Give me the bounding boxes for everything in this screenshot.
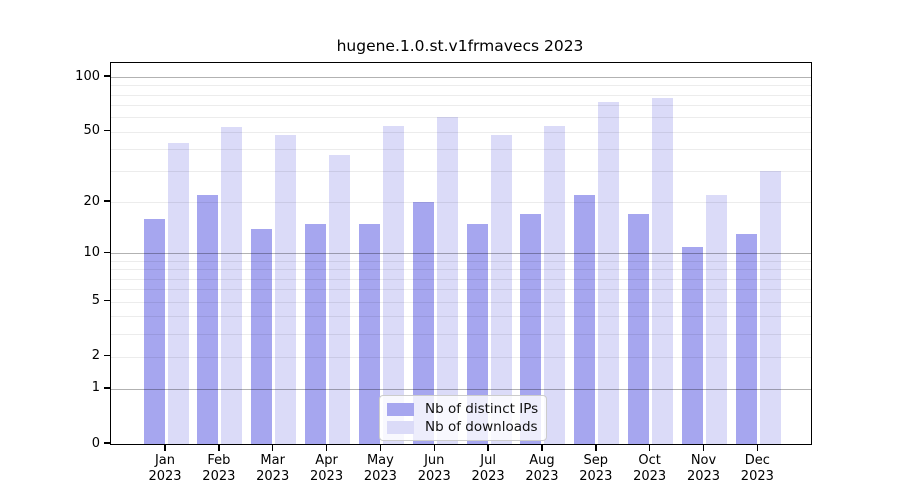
x-tick-label: Jul 2023 (471, 453, 505, 484)
y-tick-label: 10 (83, 244, 100, 260)
x-tick-mark (487, 444, 489, 451)
gridline-decade (111, 253, 811, 255)
plot-area: Nb of distinct IPs Nb of downloads (110, 62, 812, 445)
bar-downloads-jul (490, 134, 512, 444)
gridline-minor (111, 94, 811, 96)
x-tick-mark (433, 444, 435, 451)
bar-downloads-sep (598, 101, 620, 444)
gridline-minor (111, 261, 811, 262)
y-tick-mark (104, 251, 110, 254)
bar-ips-nov (682, 246, 703, 444)
bar-downloads-jan (167, 143, 189, 444)
gridline-minor (111, 117, 811, 119)
x-tick-mark (379, 444, 382, 451)
legend-item-distinct-ips: Nb of distinct IPs (380, 400, 546, 418)
bar-downloads-apr (329, 154, 351, 444)
bar-downloads-jun (436, 117, 458, 444)
x-tick-mark (648, 444, 651, 451)
x-tick-label: Jan 2023 (148, 453, 182, 484)
gridline-minor (111, 278, 811, 280)
bar-ips-mar (251, 228, 273, 444)
x-tick-mark (271, 444, 274, 451)
gridline-minor (111, 85, 811, 87)
bar-ips-dec (735, 234, 757, 444)
x-tick-label: Jun 2023 (417, 453, 451, 484)
x-tick-label: Aug 2023 (525, 453, 559, 484)
gridline-minor (111, 105, 811, 107)
x-tick-label: Sep 2023 (579, 453, 613, 484)
gridline-minor (111, 202, 811, 204)
y-tick-label: 100 (75, 68, 100, 84)
x-tick-mark (595, 444, 597, 451)
y-tick-mark (104, 75, 110, 77)
gridline-minor (111, 269, 811, 271)
gridline-minor (111, 171, 811, 173)
y-tick-mark (104, 354, 110, 357)
bar-ips-oct (628, 214, 650, 444)
bar-downloads-nov (706, 194, 727, 444)
bar-ips-feb (197, 194, 219, 444)
x-tick-mark (702, 444, 705, 451)
bar-downloads-dec (759, 171, 781, 444)
bar-downloads-oct (652, 97, 674, 444)
bar-downloads-may (382, 125, 404, 444)
bar-downloads-aug (544, 125, 566, 444)
bar-ips-jul (466, 223, 488, 444)
bar-downloads-mar (275, 134, 297, 444)
x-tick-label: May 2023 (363, 453, 397, 484)
x-tick-label: Oct 2023 (633, 453, 667, 484)
gridline-decade (111, 388, 811, 390)
bar-downloads-feb (221, 126, 243, 444)
bar-ips-jan (143, 218, 165, 444)
x-tick-mark (541, 444, 543, 451)
x-tick-label: Nov 2023 (686, 453, 721, 484)
y-tick-mark (104, 299, 110, 302)
gridline-minor (111, 333, 811, 335)
gridline-minor (111, 356, 811, 358)
y-tick-mark (104, 442, 110, 444)
bar-ips-apr (305, 223, 327, 444)
chart-title: hugene.1.0.st.v1frmavecs 2023 (336, 37, 584, 55)
legend-item-downloads: Nb of downloads (380, 418, 546, 436)
x-tick-mark (164, 444, 166, 451)
x-tick-mark (218, 444, 220, 451)
y-tick-label: 20 (83, 193, 100, 209)
x-tick-label: Feb 2023 (202, 453, 236, 484)
y-tick-mark (104, 387, 110, 389)
legend-label-distinct-ips: Nb of distinct IPs (425, 401, 539, 417)
gridline-minor (111, 289, 811, 291)
legend: Nb of distinct IPs Nb of downloads (379, 395, 547, 441)
gridline-minor (111, 316, 811, 318)
bar-ips-jun (412, 202, 434, 444)
bar-ips-may (358, 223, 380, 444)
bar-ips-aug (520, 214, 542, 444)
x-tick-mark (325, 444, 328, 451)
x-tick-label: Dec 2023 (740, 453, 774, 484)
y-tick-label: 2 (91, 348, 100, 364)
bar-ips-sep (574, 194, 596, 444)
legend-label-downloads: Nb of downloads (425, 419, 538, 435)
y-tick-label: 1 (91, 380, 100, 396)
y-tick-label: 50 (83, 123, 100, 138)
gridline-minor (111, 301, 811, 303)
x-tick-mark (756, 444, 759, 451)
gridline-minor (111, 148, 811, 150)
legend-swatch-distinct-ips (387, 402, 414, 416)
x-tick-label: Apr 2023 (310, 453, 344, 484)
legend-swatch-downloads (387, 420, 414, 434)
y-tick-label: 0 (91, 435, 100, 451)
gridline-decade (111, 77, 811, 79)
y-tick-mark (104, 129, 110, 132)
y-tick-mark (104, 200, 110, 202)
y-tick-label: 5 (91, 293, 100, 309)
x-tick-label: Mar 2023 (256, 453, 290, 484)
gridline-minor (111, 131, 811, 133)
